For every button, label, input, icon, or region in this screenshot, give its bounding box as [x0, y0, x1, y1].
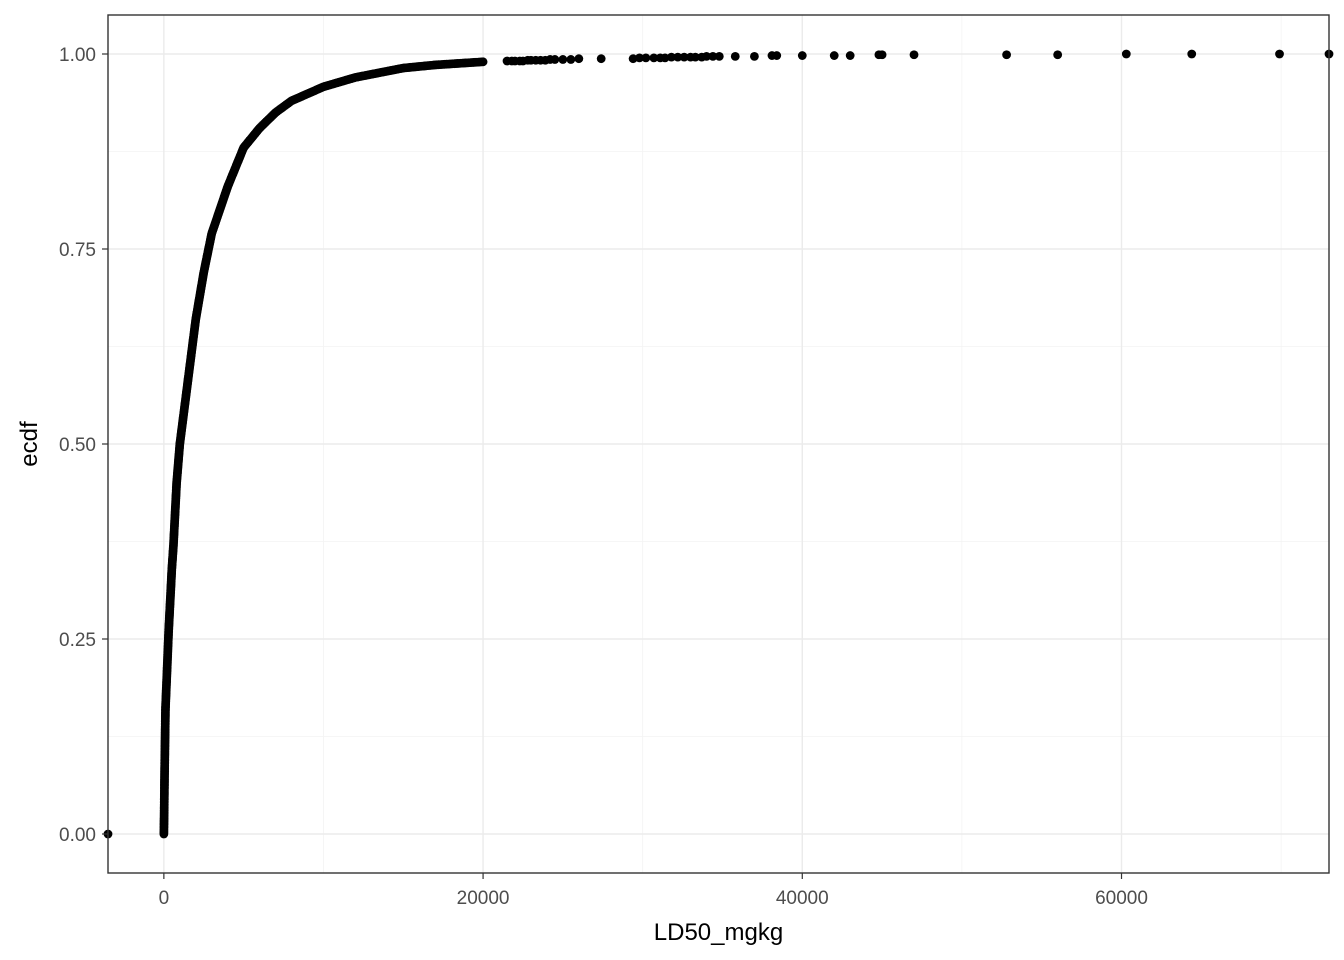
data-point [596, 54, 606, 64]
x-tick-label: 0 [159, 888, 170, 909]
data-point [667, 52, 676, 62]
data-point [1002, 50, 1011, 60]
data-point [690, 52, 700, 62]
data-point [909, 50, 919, 60]
y-tick-label: 0.25 [59, 630, 96, 651]
data-point [702, 51, 711, 61]
data-point [635, 53, 644, 63]
data-point [714, 51, 724, 61]
data-point [797, 51, 807, 60]
y-tick-label: 1.00 [59, 45, 96, 66]
data-point [566, 55, 576, 64]
x-tick-label: 40000 [776, 888, 829, 909]
data-point [574, 54, 584, 64]
data-point [679, 52, 689, 62]
y-axis: 0.00 0.25 0.50 0.75 1.00 [59, 45, 108, 846]
y-tick-label: 0.50 [59, 435, 96, 456]
data-point [673, 52, 683, 62]
data-point [708, 51, 718, 61]
data-point [845, 51, 855, 60]
data-point [628, 54, 638, 64]
data-point [750, 51, 759, 61]
x-axis-title: LD50_mgkg [654, 919, 783, 946]
data-point [1275, 49, 1284, 59]
x-tick-label: 60000 [1095, 888, 1148, 909]
data-point [660, 53, 670, 63]
data-point [877, 50, 887, 60]
data-point [558, 55, 568, 64]
data-point [829, 51, 839, 60]
data-point [550, 55, 560, 64]
y-tick-label: 0.00 [59, 825, 96, 846]
grid-lines [108, 15, 1329, 873]
data-point [1053, 50, 1063, 60]
data-point [772, 51, 782, 60]
x-axis: 0 20000 40000 60000 [159, 873, 1148, 909]
x-tick-label: 20000 [457, 888, 510, 909]
data-point [649, 53, 659, 63]
y-axis-title: ecdf [16, 421, 43, 467]
data-point [1187, 49, 1197, 59]
y-tick-label: 0.75 [59, 240, 96, 261]
data-points [103, 49, 1334, 839]
data-point [730, 51, 740, 61]
data-point [641, 53, 651, 63]
data-point [1121, 49, 1131, 59]
data-point [478, 57, 488, 67]
